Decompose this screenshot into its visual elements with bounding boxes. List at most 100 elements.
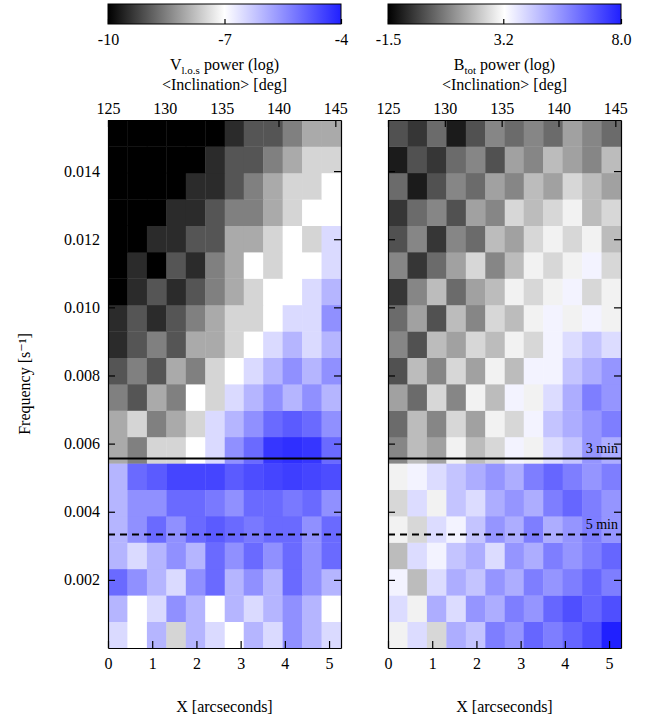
- cell: [602, 490, 621, 517]
- cell: [263, 305, 283, 332]
- cell: [388, 516, 408, 543]
- x2-axis-tick-label: 135: [490, 100, 514, 117]
- colorbar-axis-tick-label: -10: [98, 31, 119, 48]
- cell: [427, 410, 447, 437]
- x2-axis-title: <Inclination> [deg]: [442, 76, 567, 94]
- cell: [186, 516, 206, 543]
- colorbar-axis-tick-mark: [341, 19, 342, 24]
- cell: [225, 569, 244, 596]
- cell: [283, 358, 303, 385]
- cell: [127, 226, 147, 253]
- x2-axis-tick-label: 130: [433, 100, 457, 117]
- cell: [563, 490, 583, 517]
- cell: [505, 173, 524, 200]
- cell: [147, 226, 167, 253]
- x2-axis-tick-mark: [278, 120, 279, 127]
- y-axis-right-tick-mark: [334, 171, 341, 172]
- cell: [147, 331, 167, 358]
- cell: [166, 252, 186, 279]
- cell: [302, 384, 322, 411]
- cell: [563, 516, 583, 543]
- cell: [244, 278, 264, 305]
- x-axis: 012345: [385, 641, 622, 672]
- cell: [543, 542, 563, 569]
- y-axis: 0.0020.0040.0060.0080.0100.0120.014: [64, 121, 115, 649]
- colorbar-axis-line: [109, 24, 342, 25]
- cell: [322, 358, 341, 385]
- cell: [524, 569, 544, 596]
- colorbar-axis-tick: -4: [335, 19, 348, 48]
- x2-axis-title: <Inclination> [deg]: [162, 76, 287, 94]
- cell: [108, 384, 128, 411]
- cell: [263, 410, 283, 437]
- cell: [543, 410, 563, 437]
- cell: [543, 516, 563, 543]
- y-axis-tick-label: 0.014: [64, 163, 100, 180]
- cell: [283, 410, 303, 437]
- x2-axis-tick: 145: [324, 100, 348, 127]
- cell: [524, 358, 544, 385]
- cell: [427, 331, 447, 358]
- x-axis-tick-label: 0: [105, 655, 113, 672]
- colorbar-axis-tick-label: -4: [335, 31, 348, 48]
- x-axis-tick-mark: [152, 641, 153, 648]
- cell: [225, 384, 244, 411]
- cell: [322, 622, 341, 648]
- x-axis-tick: 2: [473, 641, 481, 672]
- y-axis-tick: 0.014: [64, 163, 115, 180]
- cell: [302, 410, 322, 437]
- cell: [582, 331, 602, 358]
- cell: [283, 146, 303, 173]
- cell: [263, 463, 283, 490]
- x-axis-tick: 5: [326, 641, 334, 672]
- cell: [263, 358, 283, 385]
- cell: [147, 120, 167, 147]
- cell: [283, 463, 303, 490]
- cell: [485, 358, 505, 385]
- cell: [322, 595, 341, 622]
- cell: [543, 120, 563, 147]
- cell: [466, 410, 486, 437]
- x2-axis-tick: 135: [490, 100, 514, 127]
- cell: [186, 569, 206, 596]
- x2-axis-tick-mark: [108, 120, 109, 127]
- cell: [205, 199, 225, 226]
- y-axis-right-tick-mark: [614, 375, 621, 376]
- cell: [427, 542, 447, 569]
- cell: [524, 226, 544, 253]
- cell: [166, 226, 186, 253]
- cell: [485, 542, 505, 569]
- x-axis-tick: 4: [561, 641, 569, 672]
- x-axis-tick-label: 3: [237, 655, 245, 672]
- x-axis-tick-mark: [609, 641, 610, 648]
- colorbar: [108, 4, 341, 24]
- cell: [446, 542, 466, 569]
- cell: [263, 542, 283, 569]
- cell: [322, 226, 341, 253]
- cell: [147, 173, 167, 200]
- cell: [186, 384, 206, 411]
- cell: [127, 358, 147, 385]
- cell: [563, 173, 583, 200]
- y-axis-tick: [388, 580, 395, 581]
- cell: [388, 542, 408, 569]
- x-axis-title: X [arcseconds]: [456, 698, 552, 715]
- cell: [563, 120, 583, 147]
- x-axis-tick-label: 3: [517, 655, 525, 672]
- x-axis-tick-mark: [285, 641, 286, 648]
- x2-axis-tick-mark: [222, 120, 223, 127]
- cell: [446, 173, 466, 200]
- cell: [524, 542, 544, 569]
- cell: [166, 569, 186, 596]
- cell: [582, 569, 602, 596]
- y-axis-tick-label: 0.008: [64, 367, 100, 384]
- cell: [108, 278, 128, 305]
- cell: [263, 146, 283, 173]
- cell: [524, 622, 544, 648]
- cell: [524, 252, 544, 279]
- cell: [205, 516, 225, 543]
- cell: [602, 146, 621, 173]
- cell: [602, 120, 621, 147]
- y-axis-tick: [388, 307, 395, 308]
- x2-axis-tick-label: 125: [97, 100, 121, 117]
